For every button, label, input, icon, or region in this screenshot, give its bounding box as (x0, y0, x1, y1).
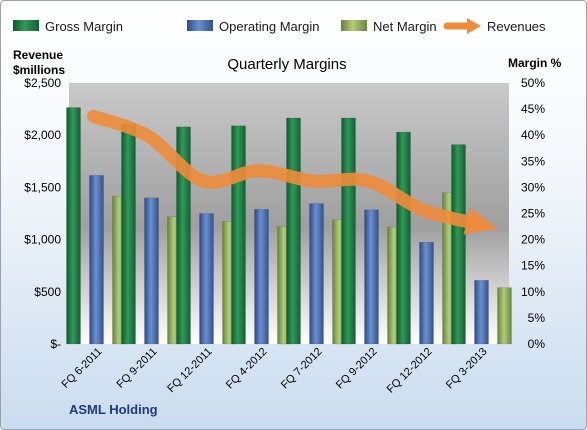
bar-operating-margin-3 (254, 209, 269, 345)
bar-operating-margin-4 (309, 203, 324, 345)
bar-gross-margin-3 (231, 125, 246, 345)
bar-gross-margin-7 (451, 144, 466, 345)
bar-operating-margin-6 (419, 241, 434, 345)
bar-gross-margin-4 (286, 117, 301, 345)
bar-gross-margin-0 (66, 107, 81, 345)
right-tick-label-9: 45% (521, 102, 545, 116)
bar-gross-margin-6 (396, 131, 411, 345)
left-axis-title-line2: $millions (13, 63, 65, 77)
right-tick-label-2: 10% (521, 285, 545, 299)
category-label-4: FQ 7-2012 (279, 346, 325, 392)
category-labels: FQ 6-2011 FQ 9-2011 FQ 12-2011 FQ 4-2012 FQ … (60, 346, 490, 396)
left-tick-label-1: $500 (34, 285, 61, 299)
left-tick-label-5: $2,500 (24, 76, 61, 90)
bar-net-margin-7 (497, 287, 512, 345)
category-label-6: FQ 12-2012 (385, 346, 435, 396)
bar-operating-margin-5 (364, 209, 379, 345)
category-label-1: FQ 9-2011 (115, 346, 160, 391)
category-label-3: FQ 4-2012 (224, 346, 270, 392)
left-tick-label-2: $1,000 (24, 233, 61, 247)
category-label-5: FQ 9-2012 (334, 346, 380, 392)
bar-gross-margin-2 (176, 126, 191, 345)
bar-gross-margin-1 (121, 123, 136, 345)
right-tick-label-5: 25% (521, 207, 545, 221)
chart-title: Quarterly Margins (227, 56, 346, 73)
right-tick-label-6: 30% (521, 180, 545, 194)
legend-swatch-gross-margin (13, 20, 39, 31)
bar-operating-margin-1 (144, 197, 159, 345)
right-axis-ticks: 0% 5% 10% 15% 20% 25% 30% 35% 40% 45% 50% (521, 76, 545, 351)
revenues-arrowhead (463, 207, 498, 235)
bar-operating-margin-0 (89, 175, 104, 345)
right-tick-label-0: 0% (528, 337, 546, 351)
right-tick-label-7: 35% (521, 154, 545, 168)
left-tick-label-3: $1,500 (24, 180, 61, 194)
right-tick-label-8: 40% (521, 128, 545, 142)
category-label-0: FQ 6-2011 (60, 346, 105, 391)
revenue-line-group (87, 109, 498, 235)
right-axis-title: Margin % (508, 56, 562, 70)
bar-operating-margin-7 (474, 280, 489, 345)
company-footer-label: ASML Holding (69, 402, 158, 417)
bar-gross-margin-5 (341, 117, 356, 345)
left-tick-label-4: $2,000 (24, 128, 61, 142)
legend-swatch-net-margin (341, 20, 367, 31)
legend-swatch-operating-margin (187, 20, 213, 31)
legend-label-net-margin: Net Margin (373, 19, 437, 34)
bars-group (66, 107, 512, 345)
revenues-line (87, 109, 485, 231)
legend-label-operating-margin: Operating Margin (219, 19, 319, 34)
legend-label-gross-margin: Gross Margin (45, 19, 123, 34)
legend-swatch-revenues (443, 18, 481, 34)
right-tick-label-3: 15% (521, 259, 545, 273)
right-tick-label-1: 5% (528, 311, 546, 325)
left-axis-ticks: $- $500 $1,000 $1,500 $2,000 $2,500 (24, 76, 61, 351)
right-tick-label-4: 20% (521, 233, 545, 247)
bar-operating-margin-2 (199, 213, 214, 345)
legend: Gross Margin Operating Margin Net Margin… (13, 18, 546, 34)
left-tick-label-0: $- (50, 337, 61, 351)
right-tick-label-10: 50% (521, 76, 545, 90)
category-label-7: FQ 3-2013 (444, 346, 490, 392)
left-axis-title-line1: Revenue (13, 48, 63, 62)
legend-label-revenues: Revenues (487, 19, 546, 34)
category-label-2: FQ 12-2011 (165, 346, 214, 395)
